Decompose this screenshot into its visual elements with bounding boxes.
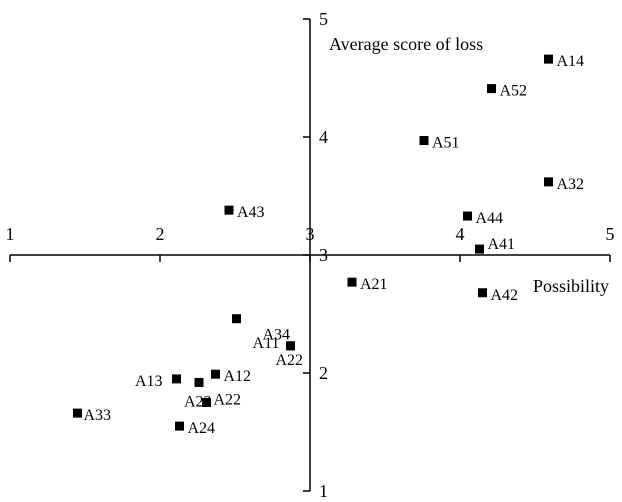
y-tick-label: 1 bbox=[319, 481, 328, 497]
data-point-label: A33 bbox=[84, 407, 112, 424]
data-point-label: A42 bbox=[491, 287, 519, 304]
y-tick-label: 4 bbox=[319, 127, 328, 147]
y-axis-label: Average score of loss bbox=[329, 34, 483, 54]
data-point-label: A12 bbox=[224, 368, 252, 385]
data-point-label: A14 bbox=[557, 53, 585, 70]
data-point-marker bbox=[475, 244, 484, 254]
data-point-marker bbox=[224, 205, 234, 215]
y-tick-label: 5 bbox=[319, 9, 328, 29]
x-tick-label: 1 bbox=[6, 224, 15, 244]
data-point-label: A43 bbox=[237, 204, 265, 221]
data-point-label: A52 bbox=[500, 83, 528, 100]
data-point-marker bbox=[172, 374, 181, 384]
data-points: A14A52A51A32A44A43A41A21A42A34A11A22A12A… bbox=[73, 53, 584, 437]
data-point-label: A41 bbox=[488, 236, 516, 253]
data-point-marker bbox=[487, 84, 496, 94]
data-point-label: A51 bbox=[432, 135, 460, 152]
data-point-marker bbox=[194, 377, 204, 387]
data-point-label: A24 bbox=[188, 420, 216, 437]
data-point-marker bbox=[347, 277, 357, 287]
x-tick-label: 3 bbox=[306, 224, 315, 244]
axes: 1 2 3 4 5 1 2 3 4 5 bbox=[6, 9, 615, 501]
data-point-marker bbox=[478, 288, 487, 298]
data-point-label: A11 bbox=[253, 335, 280, 352]
data-point-marker bbox=[232, 314, 241, 324]
x-axis-label: Possibility bbox=[533, 276, 609, 296]
data-point-marker bbox=[419, 136, 429, 146]
data-point-label: A34 bbox=[263, 327, 291, 344]
data-point-marker bbox=[286, 341, 295, 351]
data-point-label: A13 bbox=[135, 373, 163, 390]
data-point-label: A44 bbox=[476, 210, 504, 227]
x-tick-label: 5 bbox=[606, 224, 615, 244]
data-point-marker bbox=[544, 54, 553, 64]
data-point-marker bbox=[202, 398, 211, 407]
data-point-marker bbox=[544, 177, 553, 187]
data-point-label: A22 bbox=[276, 352, 304, 369]
y-tick-label: 2 bbox=[319, 363, 328, 383]
y-tick-label: 3 bbox=[319, 245, 328, 265]
data-point-marker bbox=[211, 369, 220, 379]
data-point-marker bbox=[463, 211, 472, 221]
data-point-label: A32 bbox=[557, 176, 585, 193]
x-tick-label: 2 bbox=[156, 224, 165, 244]
data-point-marker bbox=[175, 421, 184, 431]
x-tick-label: 4 bbox=[456, 224, 465, 244]
data-point-label: A22 bbox=[214, 392, 242, 409]
data-point-marker bbox=[73, 408, 82, 418]
data-point-label: A21 bbox=[360, 276, 388, 293]
